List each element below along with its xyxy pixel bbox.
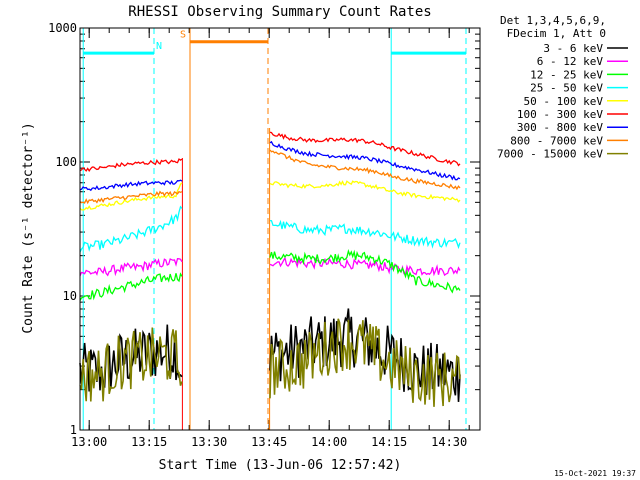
series-line bbox=[269, 149, 461, 191]
x-axis-label: Start Time (13-Jun-06 12:57:42) bbox=[159, 458, 402, 473]
legend-entry-label: 3 - 6 keV bbox=[543, 42, 603, 55]
y-tick-label: 100 bbox=[55, 155, 77, 169]
x-tick-label: 14:30 bbox=[431, 435, 467, 449]
legend-entry-label: 100 - 300 keV bbox=[517, 108, 603, 121]
series-line bbox=[79, 190, 183, 205]
y-axis-label: Count Rate (s⁻¹ detector⁻¹) bbox=[21, 122, 36, 333]
legend-header-line-2: FDecim 1, Att 0 bbox=[507, 27, 606, 40]
night-flag-label: N bbox=[156, 41, 162, 52]
x-tick-label: 14:15 bbox=[371, 435, 407, 449]
series-line bbox=[269, 318, 461, 407]
series-line bbox=[269, 219, 461, 250]
y-tick-label: 1 bbox=[70, 423, 77, 437]
legend-entry-label: 50 - 100 keV bbox=[524, 95, 604, 108]
plot-frame bbox=[79, 27, 481, 431]
series-line bbox=[79, 327, 183, 402]
series-line bbox=[269, 140, 461, 181]
saa-flag-label: S bbox=[180, 30, 186, 41]
series-line bbox=[269, 256, 461, 277]
series-line bbox=[269, 249, 461, 294]
footer-date: 15-Oct-2021 19:37 bbox=[554, 469, 636, 478]
series-line bbox=[269, 131, 461, 167]
legend-entry-label: 7000 - 15000 keV bbox=[497, 148, 603, 161]
legend-header-line-1: Det 1,3,4,5,6,9, bbox=[500, 14, 606, 27]
legend-entry-label: 12 - 25 keV bbox=[530, 68, 603, 81]
x-tick-label: 13:45 bbox=[251, 435, 287, 449]
y-tick-label: 1000 bbox=[48, 21, 77, 35]
x-tick-label: 14:00 bbox=[311, 435, 347, 449]
x-tick-label: 13:15 bbox=[131, 435, 167, 449]
y-tick-label: 10 bbox=[63, 289, 77, 303]
series-lines bbox=[79, 131, 461, 407]
legend-entry-label: 25 - 50 keV bbox=[530, 82, 603, 95]
series-line bbox=[269, 180, 461, 203]
legend-entry-label: 300 - 800 keV bbox=[517, 121, 603, 134]
series-line bbox=[79, 258, 183, 277]
series-line bbox=[79, 182, 183, 211]
chart-title: RHESSI Observing Summary Count Rates bbox=[128, 4, 431, 20]
legend-entry-label: 6 - 12 keV bbox=[537, 55, 604, 68]
axis-tick-labels: 1 10 100 1000 13:00 13:15 13:30 13:45 14:00 14:15… bbox=[48, 21, 467, 449]
x-tick-label: 13:30 bbox=[191, 435, 227, 449]
legend-entry-label: 800 - 7000 keV bbox=[510, 134, 603, 147]
series-line bbox=[79, 205, 183, 253]
x-tick-label: 13:00 bbox=[71, 435, 107, 449]
series-line bbox=[79, 158, 183, 172]
flag-bars: NS bbox=[83, 30, 466, 55]
series-line bbox=[79, 272, 183, 301]
series-line bbox=[79, 179, 183, 192]
